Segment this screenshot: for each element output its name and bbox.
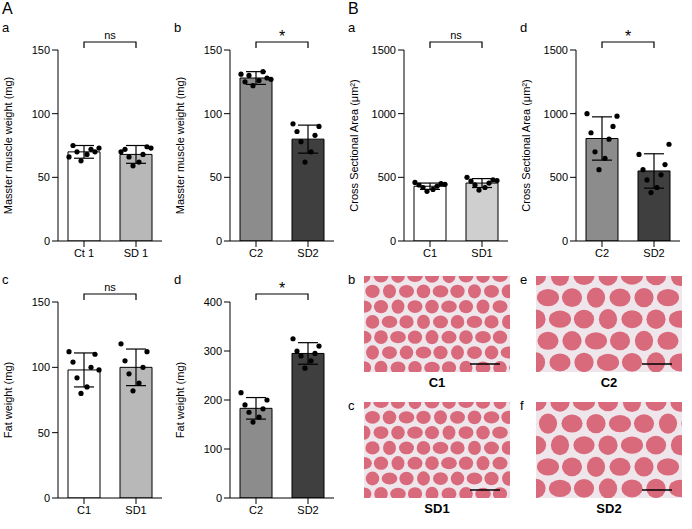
svg-text:1500: 1500	[372, 44, 396, 56]
svg-text:C1: C1	[423, 247, 437, 259]
html-text:b: b	[348, 272, 356, 287]
html-text:SD2: SD2	[596, 501, 622, 516]
html-text:d: d	[520, 20, 528, 35]
svg-text:0: 0	[44, 492, 50, 504]
html-text:e: e	[520, 272, 528, 287]
svg-text:50: 50	[210, 171, 222, 183]
html-text:B: B	[348, 0, 359, 17]
svg-text:SD2: SD2	[297, 504, 318, 516]
svg-text:500: 500	[550, 171, 568, 183]
html-text:b: b	[174, 20, 182, 35]
svg-text:C2: C2	[249, 504, 263, 516]
svg-text:Masster muscle weight (mg): Masster muscle weight (mg)	[174, 77, 186, 215]
html-text:a: a	[348, 20, 356, 35]
svg-text:ns: ns	[450, 29, 462, 41]
html-text:a: a	[2, 20, 10, 35]
svg-text:0: 0	[562, 235, 568, 247]
html-text:c: c	[2, 272, 9, 287]
svg-text:100: 100	[32, 108, 50, 120]
svg-text:50: 50	[38, 171, 50, 183]
svg-text:Cross Sectional Area (μm²): Cross Sectional Area (μm²)	[520, 79, 532, 211]
svg-text:ns: ns	[104, 29, 116, 41]
svg-text:300: 300	[204, 345, 222, 357]
svg-text:0: 0	[44, 235, 50, 247]
svg-text:0: 0	[216, 492, 222, 504]
svg-text:1000: 1000	[544, 108, 568, 120]
svg-text:Cross Sectional Area (μm²): Cross Sectional Area (μm²)	[348, 79, 360, 211]
svg-text:100: 100	[32, 361, 50, 373]
svg-text:200: 200	[204, 394, 222, 406]
svg-text:500: 500	[378, 171, 396, 183]
svg-text:1000: 1000	[372, 108, 396, 120]
svg-text:150: 150	[204, 44, 222, 56]
html-text:d: d	[174, 272, 182, 287]
svg-text:Fat weight (mg): Fat weight (mg)	[2, 362, 14, 438]
svg-text:C2: C2	[595, 247, 609, 259]
html-text:f: f	[520, 398, 524, 413]
html-text:c: c	[348, 398, 355, 413]
svg-text:0: 0	[390, 235, 396, 247]
svg-text:*: *	[625, 28, 631, 45]
svg-text:C1: C1	[77, 504, 91, 516]
svg-text:SD1: SD1	[471, 247, 492, 259]
html-text:A: A	[2, 0, 13, 17]
svg-text:150: 150	[32, 296, 50, 308]
svg-text:ns: ns	[104, 281, 116, 293]
svg-text:400: 400	[204, 296, 222, 308]
svg-text:150: 150	[32, 44, 50, 56]
svg-text:SD2: SD2	[643, 247, 664, 259]
html-text:SD1: SD1	[424, 501, 450, 516]
html-text:C2: C2	[600, 375, 618, 390]
svg-text:*: *	[279, 28, 285, 45]
svg-text:Ct 1: Ct 1	[74, 247, 94, 259]
svg-text:SD1: SD1	[125, 504, 146, 516]
svg-text:1500: 1500	[544, 44, 568, 56]
svg-text:100: 100	[204, 443, 222, 455]
svg-text:*: *	[279, 280, 285, 297]
svg-text:SD2: SD2	[297, 247, 318, 259]
svg-text:C2: C2	[249, 247, 263, 259]
svg-text:SD 1: SD 1	[124, 247, 148, 259]
svg-text:50: 50	[38, 427, 50, 439]
svg-text:Masster muscle weight (mg): Masster muscle weight (mg)	[2, 77, 14, 215]
svg-text:0: 0	[216, 235, 222, 247]
svg-text:Fat weight (mg): Fat weight (mg)	[174, 362, 186, 438]
svg-text:100: 100	[204, 108, 222, 120]
html-text:C1: C1	[428, 375, 446, 390]
